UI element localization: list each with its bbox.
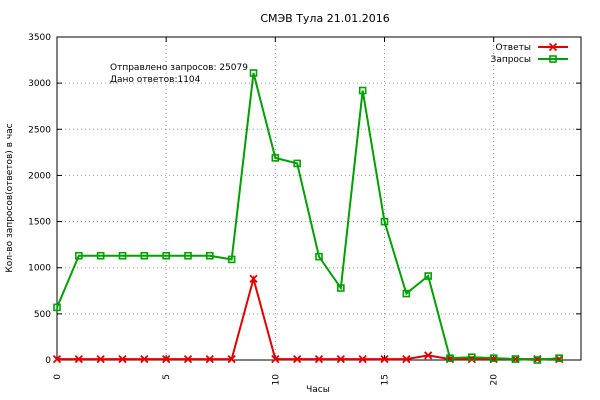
data-point-0 bbox=[424, 351, 433, 360]
data-point-1 bbox=[555, 354, 563, 362]
plot-frame bbox=[56, 36, 582, 361]
data-point-1 bbox=[293, 159, 301, 168]
series-line-0 bbox=[57, 274, 560, 361]
y-tick-label: 3000 bbox=[28, 79, 51, 89]
legend: Ответы Запросы bbox=[491, 42, 568, 65]
legend-label: Запросы bbox=[491, 55, 531, 65]
data-point-1 bbox=[424, 272, 432, 280]
x-tick-label: 5 bbox=[162, 374, 172, 380]
data-point-0 bbox=[205, 354, 214, 364]
data-point-0 bbox=[271, 354, 280, 364]
y-tick-label: 3500 bbox=[28, 33, 51, 43]
data-point-0 bbox=[183, 354, 193, 364]
data-point-1 bbox=[402, 289, 411, 298]
data-point-0 bbox=[336, 354, 345, 364]
data-point-0 bbox=[162, 354, 171, 364]
data-point-0 bbox=[380, 354, 389, 364]
x-axis-label: Часы bbox=[306, 385, 330, 395]
data-point-1 bbox=[446, 354, 454, 362]
y-axis-ticks: 0 500 1000 1500 2000 2500 3000 3500 bbox=[28, 33, 581, 366]
x-tick-label: 20 bbox=[490, 374, 500, 386]
grid-lines bbox=[57, 37, 581, 360]
y-tick-label: 500 bbox=[34, 310, 51, 320]
data-point-0 bbox=[358, 354, 367, 364]
data-point-0 bbox=[140, 354, 149, 364]
annotation-answers-given: Дано ответов:1104 bbox=[110, 75, 201, 85]
data-point-1 bbox=[533, 356, 542, 364]
data-point-1 bbox=[162, 251, 170, 260]
legend-marker bbox=[548, 42, 558, 52]
data-point-1 bbox=[96, 251, 105, 260]
data-point-1 bbox=[271, 154, 280, 162]
series-line-1 bbox=[56, 72, 560, 362]
data-point-0 bbox=[249, 274, 258, 283]
y-tick-label: 2500 bbox=[28, 125, 51, 135]
data-point-1 bbox=[53, 303, 61, 312]
chart-title: СМЭВ Тула 21.01.2016 bbox=[260, 12, 389, 25]
data-point-1 bbox=[75, 251, 83, 260]
data-point-1 bbox=[118, 251, 127, 260]
data-point-0 bbox=[314, 354, 324, 364]
data-point-1 bbox=[184, 251, 192, 260]
data-point-0 bbox=[96, 354, 105, 364]
data-point-0 bbox=[402, 354, 411, 364]
data-point-1 bbox=[249, 69, 258, 77]
data-point-1 bbox=[511, 355, 520, 363]
data-point-0 bbox=[118, 354, 127, 364]
data-point-1 bbox=[315, 252, 323, 261]
data-point-0 bbox=[52, 354, 62, 364]
y-tick-label: 1000 bbox=[28, 264, 51, 274]
data-point-1 bbox=[380, 217, 389, 226]
y-tick-label: 2000 bbox=[28, 171, 51, 181]
legend-marker bbox=[549, 55, 557, 63]
x-axis-ticks: 0 5 10 15 20 bbox=[53, 37, 500, 385]
data-point-1 bbox=[227, 255, 236, 264]
data-point-1 bbox=[468, 353, 476, 362]
x-tick-label: 15 bbox=[381, 374, 391, 385]
x-tick-label: 10 bbox=[271, 374, 281, 386]
data-point-1 bbox=[140, 251, 149, 260]
data-point-1 bbox=[206, 251, 214, 260]
data-point-0 bbox=[74, 354, 83, 364]
data-point-1 bbox=[358, 86, 367, 95]
data-point-0 bbox=[227, 354, 236, 364]
x-tick-label: 0 bbox=[53, 374, 63, 380]
data-point-0 bbox=[293, 354, 302, 364]
data-point-1 bbox=[337, 284, 345, 292]
series-group bbox=[52, 69, 564, 364]
y-tick-label: 1500 bbox=[28, 218, 51, 228]
annotation-requests-sent: Отправлено запросов: 25079 bbox=[110, 63, 248, 73]
data-point-1 bbox=[489, 354, 498, 362]
legend-label: Ответы bbox=[495, 43, 531, 53]
y-tick-label: 0 bbox=[45, 356, 51, 366]
y-axis-label: Кол-во запросов(ответов) в час bbox=[5, 123, 15, 272]
